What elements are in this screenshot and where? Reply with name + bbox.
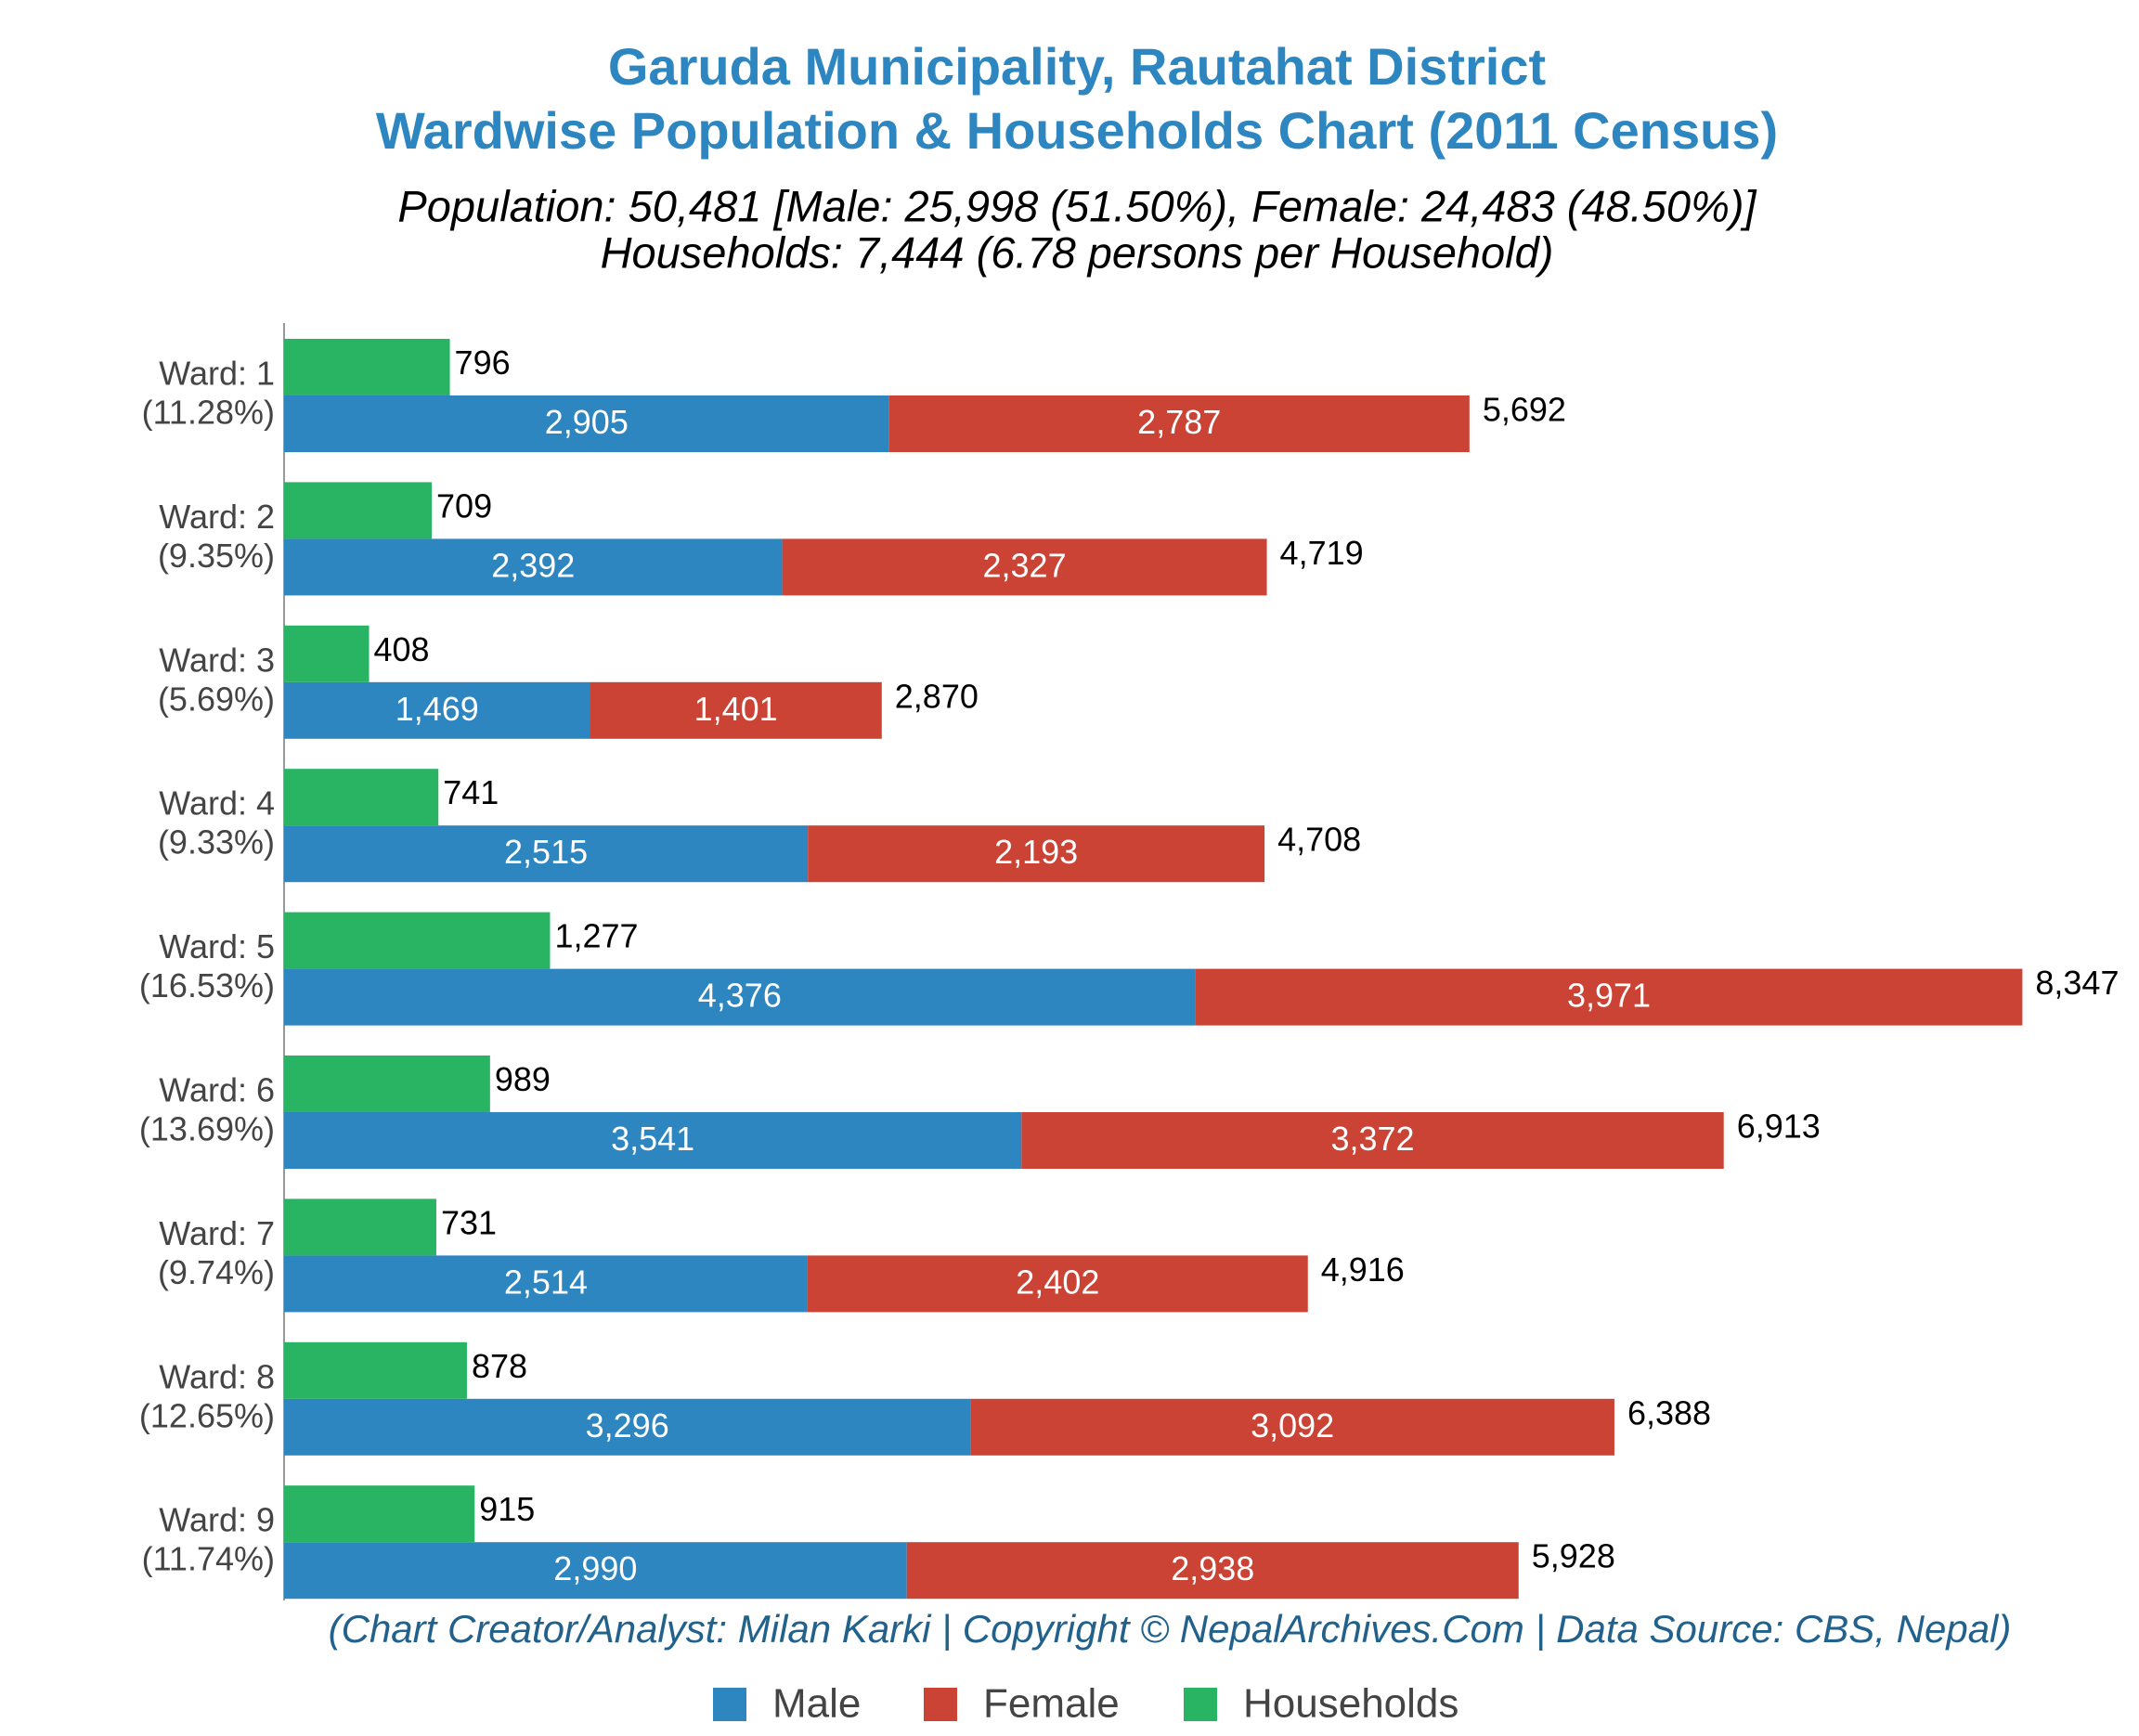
bar (284, 395, 889, 452)
y-tick-label: Ward: 7 (159, 1214, 275, 1252)
value-label: 3,372 (1330, 1120, 1414, 1158)
value-label: 915 (479, 1490, 535, 1528)
bar (284, 825, 809, 883)
y-tick-label: Ward: 3 (159, 641, 275, 679)
value-label: 796 (455, 343, 511, 382)
y-tick-label: Ward: 2 (159, 498, 275, 536)
bar (284, 1341, 467, 1399)
bar (284, 1485, 475, 1543)
value-label: 2,515 (504, 833, 588, 871)
y-tick-label: (12.65%) (139, 1396, 275, 1434)
value-label: 3,971 (1567, 977, 1651, 1015)
bar (906, 1542, 1519, 1600)
value-label: 2,990 (553, 1549, 637, 1587)
bar (284, 912, 551, 969)
value-label: 408 (374, 630, 430, 668)
bar (284, 1542, 907, 1600)
bar (807, 1255, 1308, 1313)
value-label: 2,787 (1137, 403, 1221, 441)
value-label: 1,469 (395, 690, 479, 728)
bar (284, 769, 439, 826)
value-label: 3,296 (586, 1406, 669, 1445)
y-tick-label: (11.74%) (142, 1540, 275, 1578)
bar (284, 968, 1196, 1026)
chart-subtitle: Population: 50,481 [Male: 25,998 (51.50%… (397, 181, 1757, 230)
bar (782, 538, 1267, 596)
bar (284, 1056, 490, 1112)
bar (284, 1398, 971, 1456)
total-label: 5,928 (1532, 1537, 1615, 1575)
value-label: 878 (472, 1347, 527, 1385)
bar (284, 538, 783, 596)
value-label: 1,401 (694, 690, 778, 728)
bar (284, 1112, 1022, 1169)
y-tick-label: (11.28%) (142, 394, 275, 432)
chart-title: Wardwise Population & Households Chart (… (376, 101, 1778, 160)
y-tick-label: (9.74%) (158, 1253, 275, 1291)
total-label: 6,913 (1737, 1108, 1821, 1146)
value-label: 2,327 (983, 546, 1067, 584)
value-label: 3,541 (611, 1120, 694, 1158)
y-tick-label: Ward: 8 (159, 1357, 275, 1395)
legend-swatch (1184, 1688, 1217, 1721)
legend-swatch (924, 1688, 957, 1721)
y-tick-label: (16.53%) (139, 966, 275, 1004)
y-tick-label: Ward: 4 (159, 784, 275, 823)
bar (284, 1255, 808, 1313)
y-tick-label: (9.35%) (158, 537, 275, 575)
bar (970, 1398, 1614, 1456)
value-label: 2,938 (1171, 1549, 1254, 1587)
total-label: 4,916 (1321, 1250, 1405, 1289)
total-label: 5,692 (1483, 391, 1566, 429)
y-tick-label: Ward: 9 (159, 1501, 275, 1539)
value-label: 989 (495, 1060, 551, 1098)
bar (590, 681, 882, 739)
y-tick-label: Ward: 1 (159, 355, 275, 393)
y-tick-label: (5.69%) (158, 680, 275, 718)
value-label: 731 (441, 1203, 497, 1241)
total-label: 4,708 (1277, 821, 1361, 859)
legend-label: Male (772, 1681, 861, 1727)
total-label: 6,388 (1627, 1393, 1711, 1432)
value-label: 2,514 (504, 1263, 588, 1301)
bar (888, 395, 1470, 452)
y-tick-label: (13.69%) (139, 1110, 275, 1148)
legend-swatch (713, 1688, 746, 1721)
value-label: 2,402 (1016, 1263, 1099, 1301)
value-label: 4,376 (698, 977, 782, 1015)
legend-label: Households (1243, 1681, 1458, 1727)
value-label: 709 (436, 486, 492, 525)
bar (1195, 968, 2023, 1026)
bar (808, 825, 1265, 883)
bar (284, 482, 433, 539)
value-label: 3,092 (1251, 1406, 1334, 1445)
bar (284, 681, 590, 739)
total-label: 8,347 (2035, 964, 2119, 1002)
chart-subtitle: Households: 7,444 (6.78 persons per Hous… (601, 227, 1554, 277)
total-label: 2,870 (895, 677, 979, 715)
annotation: (Chart Creator/Analyst: Milan Karki | Co… (329, 1607, 2012, 1652)
chart-title: Garuda Municipality, Rautahat District (608, 37, 1546, 96)
bar (1021, 1112, 1724, 1169)
y-tick-label: (9.33%) (158, 823, 275, 862)
value-label: 1,277 (554, 917, 638, 955)
y-tick-label: Ward: 5 (159, 927, 275, 965)
value-label: 741 (443, 773, 499, 811)
legend-label: Female (983, 1681, 1120, 1727)
value-label: 2,193 (994, 833, 1078, 871)
value-label: 2,392 (491, 546, 575, 584)
bar (284, 1198, 436, 1256)
bar (284, 339, 450, 395)
total-label: 4,719 (1280, 534, 1364, 572)
value-label: 2,905 (545, 403, 629, 441)
bar (284, 625, 369, 682)
y-tick-label: Ward: 6 (159, 1071, 275, 1109)
